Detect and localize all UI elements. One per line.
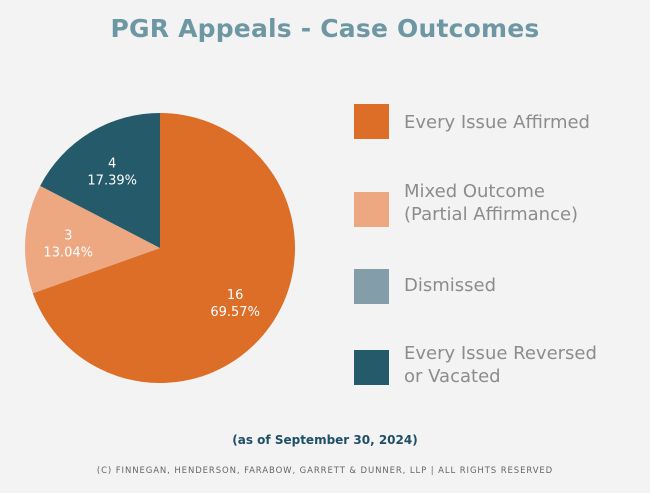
legend-swatch-mixed (354, 192, 389, 227)
legend-swatch-affirmed (354, 104, 389, 139)
slice-value-label-1: 3 (64, 229, 72, 244)
pie-slice-3 (40, 113, 160, 248)
as-of-date: (as of September 30, 2024) (232, 433, 418, 447)
chart-title: PGR Appeals - Case Outcomes (110, 14, 540, 43)
legend-label-affirmed: Every Issue Affirmed (404, 112, 590, 133)
slice-percent-label-0: 69.57% (210, 305, 260, 320)
legend-label-dismissed: Dismissed (404, 275, 497, 296)
pie-slice-0 (32, 113, 296, 383)
slice-percent-label-1: 13.04% (43, 246, 93, 261)
copyright-notice: (C) FINNEGAN, HENDERSON, FARABOW, GARRET… (96, 466, 554, 476)
slice-percent-label-3: 17.39% (87, 173, 137, 188)
legend-swatch-dismissed (354, 269, 389, 304)
pie-slice-1 (25, 185, 160, 294)
slice-value-label-3: 4 (108, 156, 116, 171)
legend-label-mixed: Mixed Outcome (Partial Affirmance) (404, 181, 579, 225)
slice-value-label-0: 16 (227, 288, 244, 303)
legend-label-reversed: Every Issue Reversed or Vacated (404, 343, 597, 387)
legend-swatch-reversed (354, 350, 389, 385)
